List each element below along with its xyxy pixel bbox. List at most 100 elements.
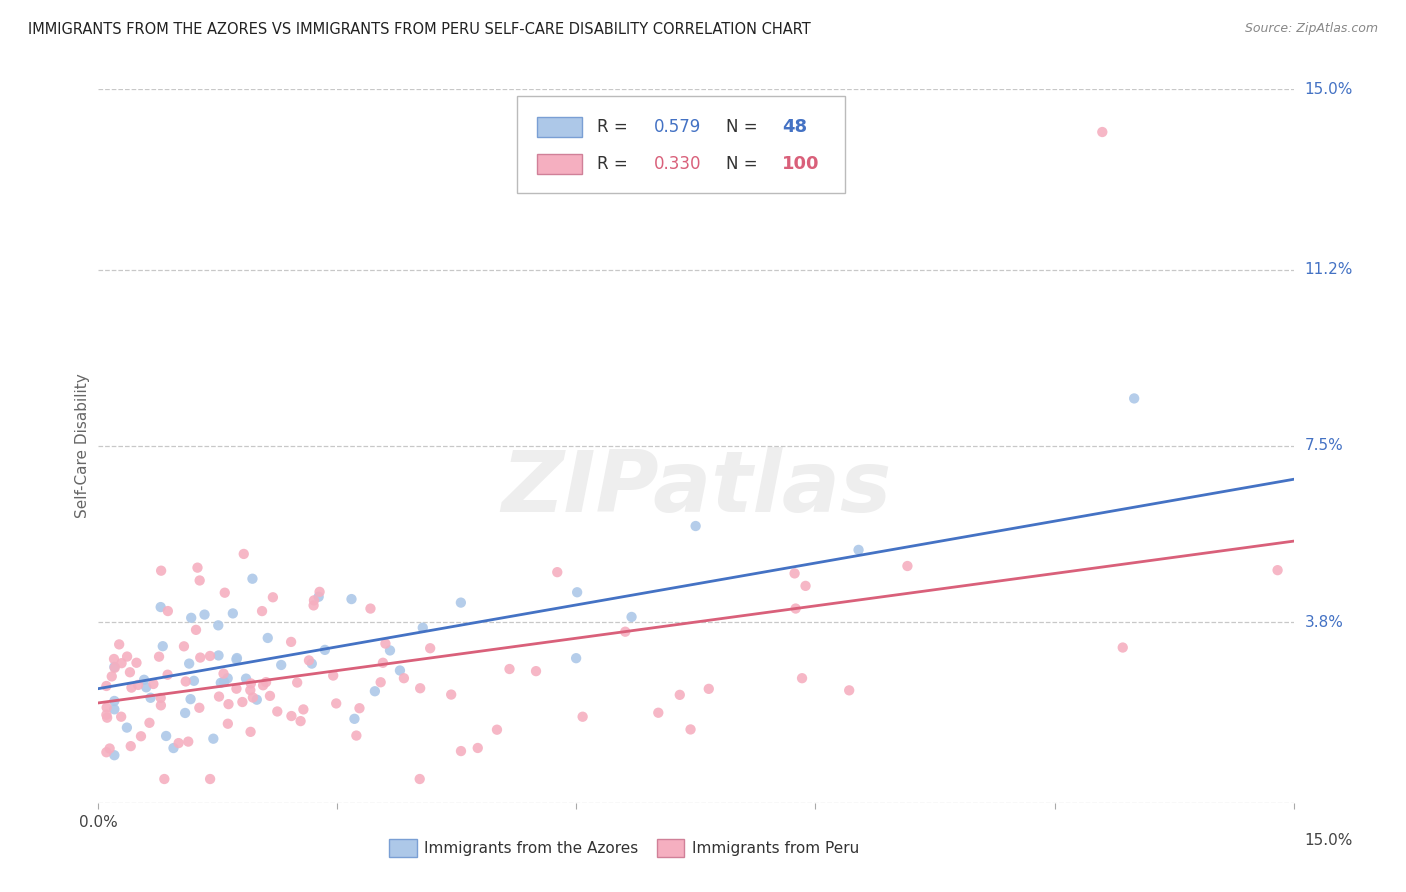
Point [96,679,118,693]
Point [848,542,870,557]
Point [524,664,547,678]
Text: 11.2%: 11.2% [1305,262,1353,277]
Point [314,643,336,657]
Legend: Immigrants from the Azores, Immigrants from Peru: Immigrants from the Azores, Immigrants f… [382,833,866,863]
Point [193,607,215,622]
Point [207,648,229,663]
Point [359,601,381,615]
Point [120,739,142,753]
Point [110,656,132,670]
Point [794,579,817,593]
Point [252,678,274,692]
Point [364,684,387,698]
Point [374,637,396,651]
Point [96,711,118,725]
Point [679,723,702,737]
Point [198,772,221,786]
Text: IMMIGRANTS FROM THE AZORES VS IMMIGRANTS FROM PERU SELF-CARE DISABILITY CORRELAT: IMMIGRANTS FROM THE AZORES VS IMMIGRANTS… [28,22,811,37]
Point [242,572,264,586]
Point [620,610,643,624]
Point [103,694,125,708]
Text: 0.579: 0.579 [654,118,702,136]
Point [349,701,371,715]
Point [370,675,392,690]
Point [440,688,463,702]
Point [298,653,321,667]
Point [129,729,152,743]
Point [207,618,229,632]
Point [302,599,325,613]
Point [308,590,330,604]
Point [262,591,284,605]
Point [167,736,190,750]
Point [409,681,432,696]
Point [104,661,127,675]
Point [174,706,197,720]
Point [235,672,257,686]
Point [270,657,292,672]
Point [142,677,165,691]
Point [139,690,162,705]
Point [103,660,125,674]
Point [225,681,247,696]
Point [96,745,118,759]
Text: 15.0%: 15.0% [1305,82,1353,96]
Point [246,692,269,706]
Point [292,702,315,716]
Point [100,669,122,683]
Text: 48: 48 [782,118,807,136]
Point [392,671,415,685]
Point [103,748,125,763]
Point [115,649,138,664]
Point [110,709,132,723]
Text: N =: N = [725,155,762,173]
Point [259,689,281,703]
Point [121,681,143,695]
Point [280,635,302,649]
Point [214,585,236,599]
Point [565,585,588,599]
Point [135,681,157,695]
Point [125,656,148,670]
Point [152,639,174,653]
Point [325,697,347,711]
Point [184,623,207,637]
Point [138,715,160,730]
Point [343,712,366,726]
Point [254,675,277,690]
Point [225,652,247,666]
Point [838,683,860,698]
Point [108,637,131,651]
Point [668,688,690,702]
Point [290,714,312,728]
Point [308,585,330,599]
Point [186,560,208,574]
Point [217,716,239,731]
Point [188,574,211,588]
Point [412,621,434,635]
Point [371,656,394,670]
Point [212,674,235,689]
Point [217,671,239,685]
Point [153,772,176,786]
Point [450,596,472,610]
Point [1091,125,1114,139]
Text: ZIPatlas: ZIPatlas [501,447,891,531]
Point [378,643,401,657]
Point [156,667,179,681]
Point [174,674,197,689]
Text: R =: R = [596,118,633,136]
Point [340,592,363,607]
Point [571,710,593,724]
Point [409,772,432,786]
Point [118,665,141,680]
Point [96,700,118,714]
Point [150,564,173,578]
Point [565,651,588,665]
Point [896,559,918,574]
Point [98,741,121,756]
Text: Source: ZipAtlas.com: Source: ZipAtlas.com [1244,22,1378,36]
Point [218,697,240,711]
Point [96,707,118,722]
Point [239,724,262,739]
